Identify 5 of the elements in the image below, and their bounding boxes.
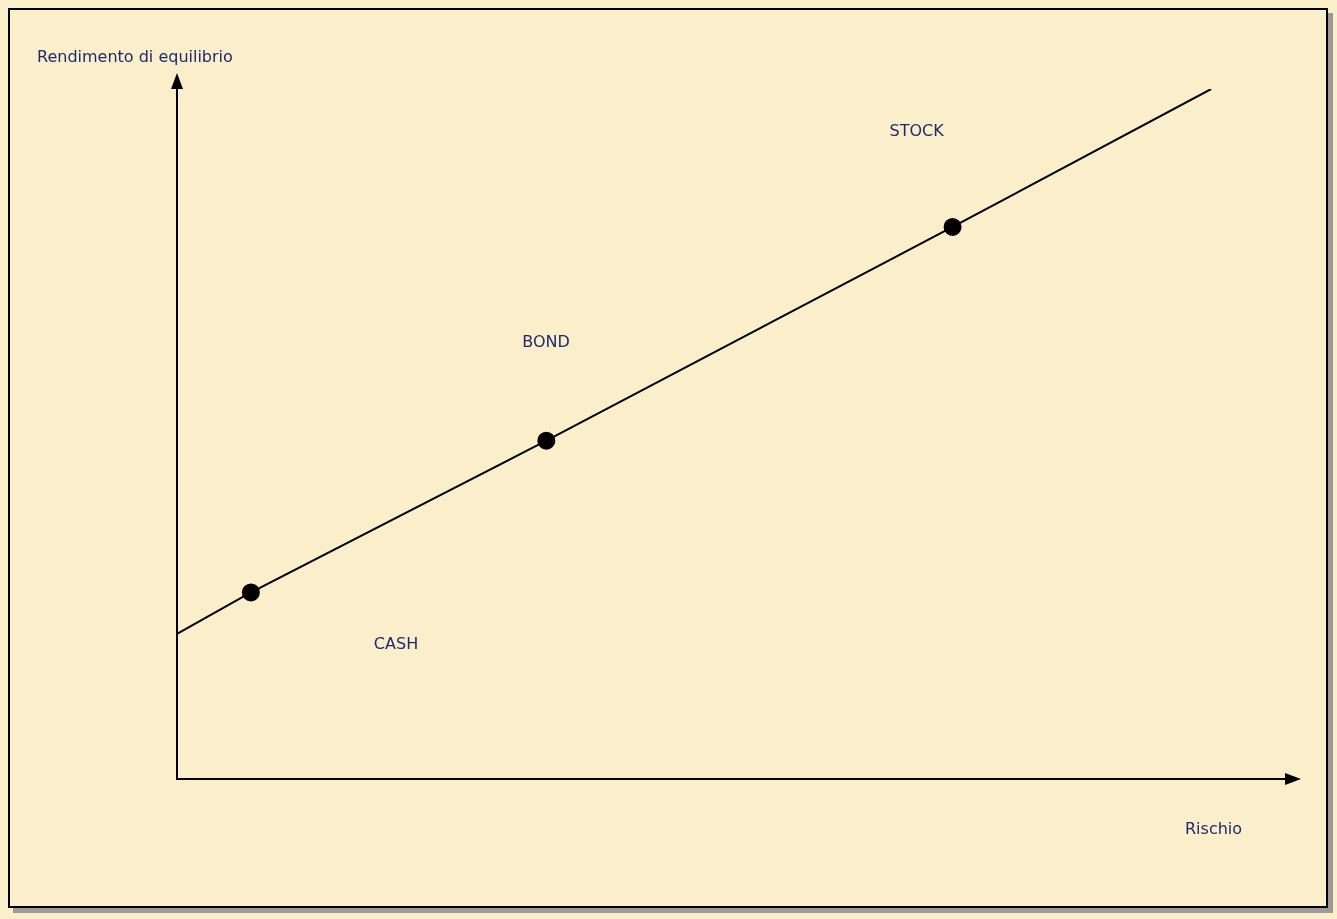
annotation: CASH — [373, 633, 419, 653]
x-axis-title: Rischio — [1185, 819, 1243, 839]
annotation: STOCK — [889, 121, 944, 141]
annotation: BOND — [522, 332, 570, 352]
y-axis-title: Rendimento di equilibrio — [37, 46, 233, 66]
